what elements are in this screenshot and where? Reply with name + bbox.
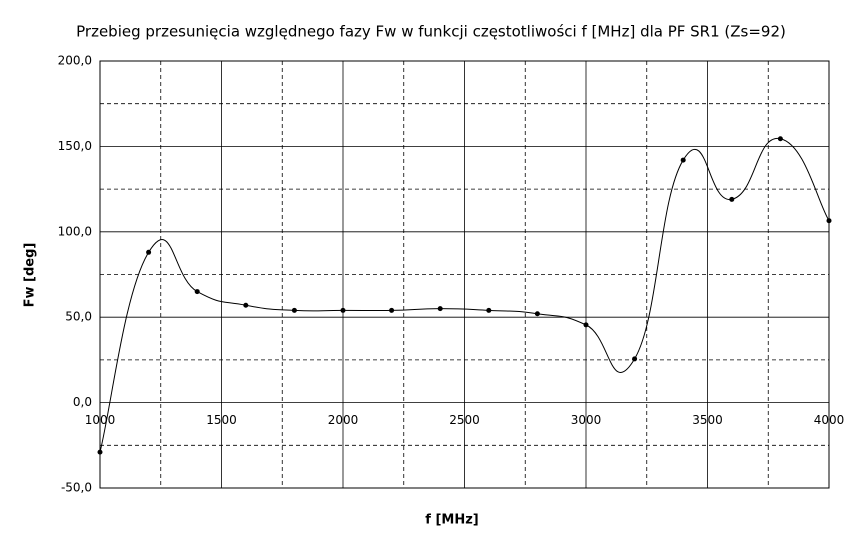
data-point <box>437 306 443 312</box>
x-axis-label: f [MHz] <box>425 513 478 528</box>
data-point <box>534 311 540 317</box>
y-tick-label: 200,0 <box>58 54 92 68</box>
data-point <box>146 249 152 255</box>
data-point <box>777 136 783 142</box>
data-point <box>243 302 249 308</box>
data-point <box>826 218 832 224</box>
chart-title: Przebieg przesunięcia względnego fazy Fw… <box>76 23 786 41</box>
data-point <box>680 157 686 163</box>
data-point <box>486 307 492 313</box>
y-tick-label: 50,0 <box>65 310 92 324</box>
x-tick-label: 2500 <box>449 413 480 427</box>
y-tick-label: 150,0 <box>58 139 92 153</box>
data-point <box>583 322 589 328</box>
data-point <box>389 307 395 313</box>
y-tick-label: 0,0 <box>73 395 92 409</box>
data-point <box>97 449 103 455</box>
x-tick-label: 3500 <box>692 413 723 427</box>
data-point <box>291 307 297 313</box>
data-point <box>194 289 200 295</box>
x-tick-label: 2000 <box>328 413 359 427</box>
y-tick-label: 100,0 <box>58 224 92 238</box>
data-point <box>632 356 638 362</box>
x-tick-label: 3000 <box>571 413 602 427</box>
data-point <box>729 196 735 202</box>
y-tick-label: -50,0 <box>61 481 92 495</box>
plot-frame <box>99 60 830 489</box>
y-axis-label: Fw [deg] <box>23 243 38 308</box>
x-tick-label: 1500 <box>206 413 237 427</box>
data-point <box>340 307 346 313</box>
